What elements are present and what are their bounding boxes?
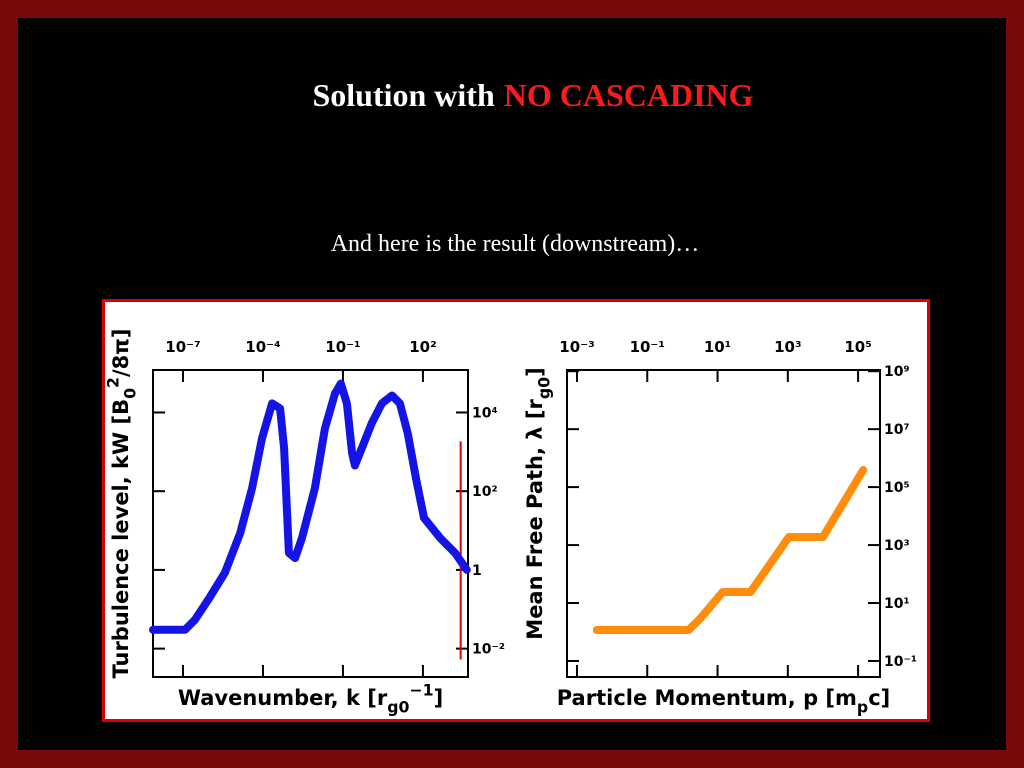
label-part: ]	[523, 367, 547, 377]
figure-panel	[102, 299, 930, 722]
label-part: g0	[534, 377, 553, 399]
label-part: Mean Free Path, λ [r	[523, 399, 547, 640]
label-part: Particle Momentum, p [m	[557, 686, 857, 710]
label-part: 0	[120, 388, 139, 399]
slide-title: Solution with NO CASCADING	[312, 77, 753, 113]
label-part: p	[857, 697, 868, 716]
y-axis-label: Mean Free Path, λ [rg0]	[523, 367, 553, 639]
y-axis-label: Turbulence level, kW [B02/8π]	[104, 328, 140, 678]
plot-frame	[566, 369, 881, 678]
y-tick-label: 10²	[472, 484, 498, 500]
x-tick-label: 10¹	[704, 338, 731, 356]
y-tick-label: 10⁹	[884, 364, 910, 380]
x-axis-label: Wavenumber, k [rg0−1]	[178, 681, 443, 717]
y-tick-label: 10⁴	[472, 405, 498, 421]
x-tick-label: 10⁻⁴	[245, 338, 280, 356]
x-tick-label: 10⁻³	[559, 338, 594, 356]
x-tick-label: 10⁻¹	[325, 338, 360, 356]
label-part: /8π]	[109, 328, 133, 377]
x-tick-label: 10⁻¹	[630, 338, 665, 356]
y-tick-label: 10⁷	[884, 422, 910, 438]
y-tick-label: 10⁻¹	[884, 654, 917, 670]
subtitle: And here is the result (downstream)…	[331, 231, 700, 257]
title-part: Solution with	[312, 77, 494, 113]
label-part: Wavenumber, k [r	[178, 686, 388, 710]
x-tick-label: 10²	[409, 338, 436, 356]
y-tick-label: 1	[472, 563, 482, 579]
label-part: c]	[868, 686, 890, 710]
x-tick-label: 10³	[774, 338, 801, 356]
label-part: ]	[434, 686, 444, 710]
label-part: −1	[409, 681, 433, 700]
label-part: Turbulence level, kW [B	[109, 399, 133, 679]
x-tick-label: 10⁵	[844, 338, 871, 356]
y-tick-label: 10¹	[884, 596, 910, 612]
x-tick-label: 10⁻⁷	[165, 338, 200, 356]
x-axis-label: Particle Momentum, p [mpc]	[557, 686, 891, 716]
label-part: 2	[104, 377, 123, 388]
y-tick-label: 10⁵	[884, 480, 910, 496]
y-tick-label: 10³	[884, 538, 910, 554]
data-line	[592, 466, 868, 634]
plot-frame	[152, 369, 469, 678]
title-part: NO CASCADING	[504, 77, 754, 113]
y-tick-label: 10⁻²	[472, 642, 505, 658]
label-part: g0	[387, 697, 409, 716]
data-line	[149, 379, 471, 634]
